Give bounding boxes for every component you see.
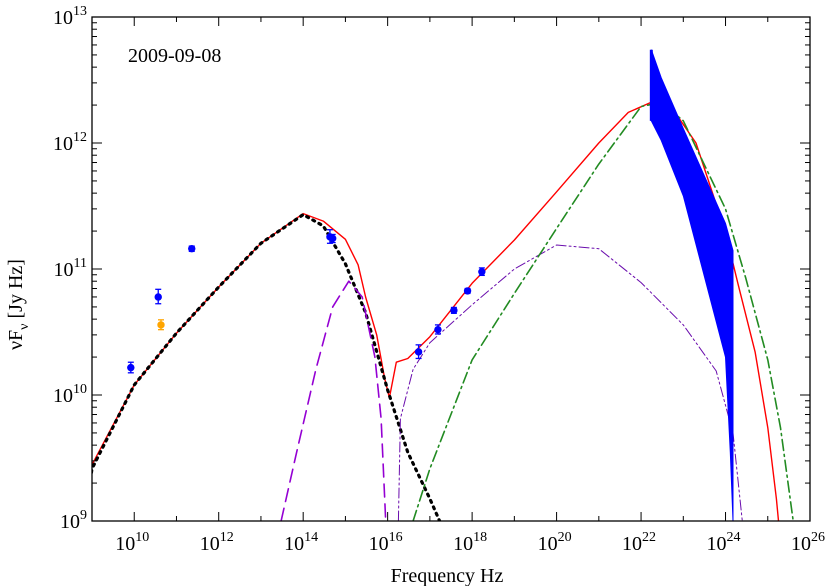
x-axis-label: Frequency Hz (391, 565, 504, 586)
x-tick-exp: 24 (727, 530, 741, 545)
data-point-xray-1 (414, 344, 423, 360)
y-axis-label-unit: [Jy Hz] (5, 259, 27, 323)
marker (157, 321, 165, 329)
y-tick-exp: 12 (73, 130, 87, 145)
y-axis-label-sub: ν (17, 323, 32, 329)
x-tick-exp: 14 (304, 530, 318, 545)
x-tick-base: 10 (369, 533, 389, 555)
x-tick-label: 1012 (200, 530, 234, 555)
marker (478, 268, 486, 276)
x-tick-label: 1022 (622, 530, 656, 555)
marker (328, 234, 337, 243)
y-axis-label: νFν [Jy Hz] (5, 259, 32, 350)
data-point-xray-3 (450, 306, 458, 315)
y-tick-base: 10 (53, 7, 73, 29)
marker (188, 244, 196, 253)
x-tick-label: 1014 (284, 530, 318, 555)
y-tick-base: 10 (53, 385, 73, 407)
data-point-xray-5 (478, 267, 486, 277)
x-tick-label: 1018 (453, 530, 487, 555)
y-tick-label: 109 (60, 508, 87, 533)
y-tick-label: 1011 (54, 256, 87, 281)
x-tick-base: 10 (284, 533, 304, 555)
x-tick-base: 10 (538, 533, 558, 555)
curve-disk (280, 280, 387, 521)
x-tick-exp: 18 (473, 530, 487, 545)
data-point-radio-1 (127, 361, 135, 374)
y-tick-exp: 11 (74, 256, 87, 271)
y-tick-base: 10 (60, 511, 80, 533)
marker (463, 287, 472, 295)
date-annotation: 2009-09-08 (128, 45, 221, 67)
axis-ticks (91, 16, 811, 522)
x-tick-label: 1026 (791, 530, 825, 555)
y-tick-label: 1010 (53, 382, 87, 407)
x-tick-exp: 26 (811, 530, 825, 545)
curve-external-compton (412, 101, 794, 521)
marker (414, 348, 423, 356)
x-tick-exp: 22 (642, 530, 656, 545)
x-tick-base: 10 (115, 533, 135, 555)
gamma-ray-bowtie (650, 49, 734, 521)
x-tick-base: 10 (453, 533, 473, 555)
y-axis-label-main: νF (5, 330, 27, 350)
data-point-xray-4 (463, 287, 472, 295)
x-tick-base: 10 (200, 533, 220, 555)
x-tick-label: 1024 (707, 530, 741, 555)
data-point-xray-2 (434, 324, 442, 335)
x-tick-exp: 12 (220, 530, 234, 545)
data-point-optical-2 (328, 233, 337, 244)
x-tick-label: 1020 (538, 530, 572, 555)
x-tick-label: 1016 (369, 530, 403, 555)
x-tick-exp: 20 (558, 530, 572, 545)
data-point-radio-3 (157, 319, 165, 331)
x-tick-base: 10 (791, 533, 811, 555)
data-point-radio-2 (154, 288, 162, 305)
y-tick-base: 10 (53, 133, 73, 155)
x-tick-labels: 1010 1012 1014 1016 1018 1020 1022 1024 1026 (115, 530, 825, 555)
y-tick-base: 10 (54, 259, 74, 281)
curve-ssc (397, 244, 743, 521)
x-tick-exp: 10 (135, 530, 149, 545)
y-tick-exp: 13 (73, 4, 87, 19)
y-tick-exp: 9 (80, 508, 87, 523)
x-tick-base: 10 (622, 533, 642, 555)
y-tick-label: 1012 (53, 130, 87, 155)
data-point-radio-4 (188, 244, 196, 253)
x-tick-label: 1010 (115, 530, 149, 555)
y-tick-exp: 10 (73, 382, 87, 397)
x-tick-exp: 16 (389, 530, 403, 545)
x-tick-base: 10 (707, 533, 727, 555)
marker (154, 293, 162, 301)
curve-synchrotron (92, 213, 442, 521)
marker (450, 306, 458, 315)
marker (127, 363, 135, 372)
y-tick-label: 1013 (53, 4, 87, 29)
observation-points (127, 229, 486, 374)
marker (434, 325, 442, 334)
gamma-ray-bowtie-group (649, 49, 734, 521)
